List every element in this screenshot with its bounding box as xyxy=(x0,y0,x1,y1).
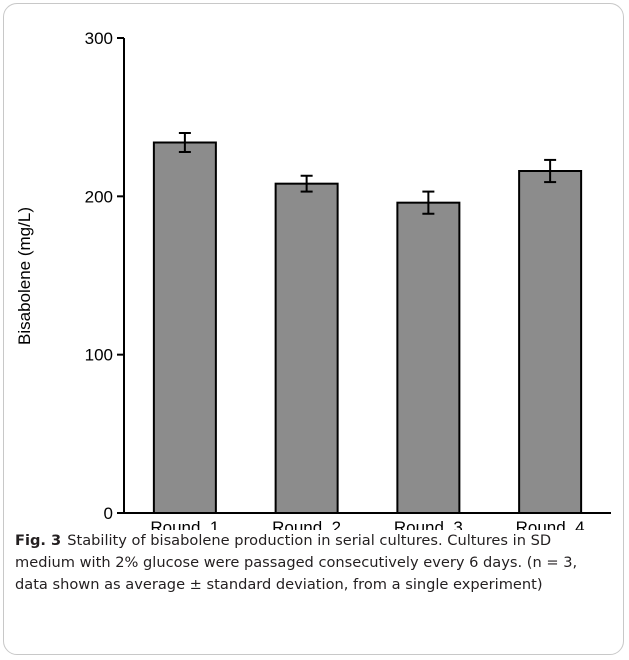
x-tick-labels: Round 1 Round 2 Round 3 Round 4 xyxy=(150,518,584,530)
x-tick-label: Round 3 xyxy=(394,518,463,530)
y-axis-label: Bisabolene (mg/L) xyxy=(15,207,34,345)
caption-text: Stability of bisabolene production in se… xyxy=(15,532,578,593)
y-tick-label: 200 xyxy=(85,187,113,206)
y-tick-label: 0 xyxy=(104,504,113,523)
figure-label: Fig. 3 xyxy=(15,532,62,549)
y-tick-label: 100 xyxy=(85,346,113,365)
bar xyxy=(274,182,339,515)
bar xyxy=(152,141,217,514)
figure-caption: Fig. 3 Stability of bisabolene production… xyxy=(15,530,613,596)
x-tick-label: Round 4 xyxy=(516,518,585,530)
x-tick-label: Round 1 xyxy=(150,518,219,530)
bars xyxy=(152,132,583,515)
bar xyxy=(518,170,583,514)
y-tick-label: 300 xyxy=(85,29,113,48)
bar xyxy=(396,201,461,515)
x-tick-label: Round 2 xyxy=(272,518,341,530)
